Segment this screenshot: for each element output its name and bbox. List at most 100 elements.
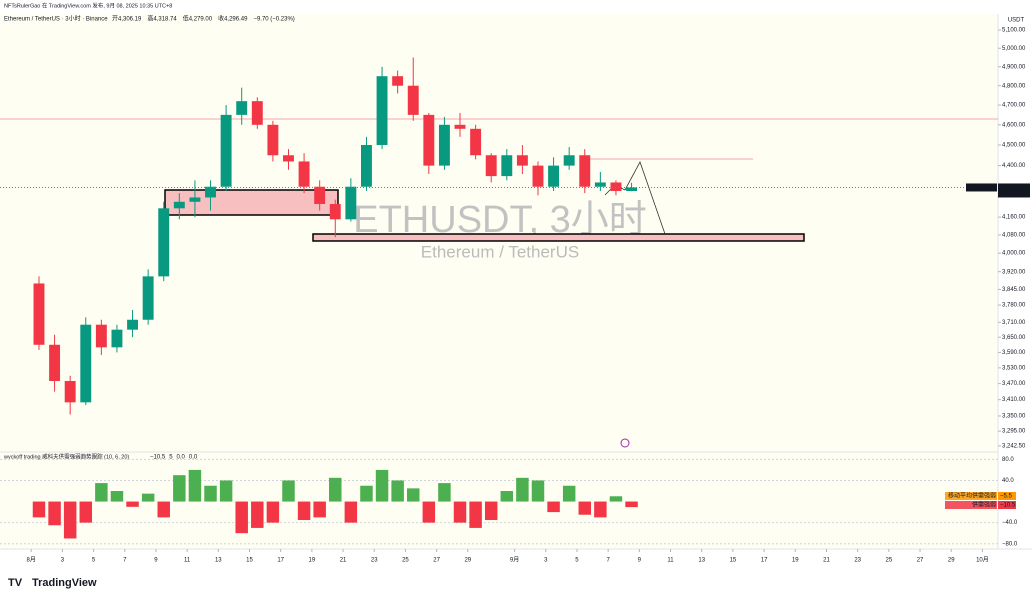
x-tick-label: 7 [123, 558, 127, 564]
x-tick-label: 11 [667, 558, 674, 564]
y-tick-label: 3,650.00 [1002, 335, 1026, 341]
histogram-bar [484, 501, 498, 521]
histogram-bar [141, 493, 155, 502]
y-tick-label: 40.0 [1002, 478, 1014, 484]
histogram-bar [438, 483, 451, 502]
x-tick-label: 9 [638, 558, 642, 564]
candle-body [236, 101, 248, 115]
currency: USDT [1008, 18, 1025, 24]
candle-body [158, 208, 170, 277]
histogram-bar [500, 491, 514, 502]
histogram-bar [469, 501, 482, 528]
histogram-bar [48, 501, 61, 526]
x-tick-label: 17 [277, 558, 284, 564]
y-tick-label: 5,100.00 [1002, 28, 1026, 34]
header: NFTsRulerGao 在 TradingView.com 发布, 9月 08… [4, 1, 172, 9]
candle-body [267, 124, 279, 156]
candle-body [49, 344, 61, 381]
y-tick-label: 4,500.00 [1002, 143, 1026, 149]
candle-body [438, 124, 450, 166]
x-tick-label: 3 [61, 558, 65, 564]
histogram-bar [251, 501, 264, 528]
candle-body [189, 197, 201, 202]
tag-bg [945, 501, 997, 509]
histogram-bar [391, 480, 404, 502]
x-tick-label: 21 [340, 558, 347, 564]
histogram-bar [594, 501, 607, 518]
y-tick-label: 5,000.00 [1002, 46, 1026, 52]
x-tick-label: 3 [544, 558, 548, 564]
x-tick-label: 19 [309, 558, 316, 564]
candle-body [454, 124, 466, 129]
x-tick-label: 27 [433, 558, 440, 564]
y-tick-label: 3,530.00 [1002, 365, 1026, 371]
x-tick-label: 29 [464, 558, 471, 564]
watermark-sub: Ethereum / TetherUS [421, 242, 579, 261]
y-tick-label: 4,800.00 [1002, 83, 1026, 89]
y-tick-label: 4,080.00 [1002, 233, 1026, 239]
y-tick-label: 3,920.00 [1002, 269, 1026, 275]
candle-body [95, 324, 107, 348]
histogram-bar [313, 501, 326, 518]
y-tick-label: 3,350.00 [1002, 414, 1026, 420]
y-tick-label: 3,780.00 [1002, 303, 1026, 309]
candle-body [407, 85, 419, 115]
indicator-value: 5 [169, 455, 173, 461]
y-tick-label: 4,900.00 [1002, 64, 1026, 70]
tag-name: 移动平均供需强弱 [948, 492, 996, 500]
symbol-line: Ethereum / TetherUS · 3小时 · Binance [4, 15, 108, 23]
candle-body [501, 155, 513, 177]
y-tick-label: 4,600.00 [1002, 122, 1026, 128]
x-tick-label: 21 [823, 558, 830, 564]
candle-body [251, 101, 263, 125]
y-tick-label: 4,160.00 [1002, 215, 1026, 221]
histogram-bar [79, 501, 93, 523]
ohlc-label: −9.70 (−0.23%) [253, 17, 294, 23]
x-tick-label: 25 [402, 558, 409, 564]
histogram-bar [625, 501, 638, 508]
x-tick-label: 9月 [510, 557, 519, 564]
ohlc-label: 收4,296.49 [218, 15, 248, 23]
histogram-bar [406, 488, 420, 502]
histogram-bar [266, 501, 280, 523]
histogram-bar [609, 496, 623, 502]
histogram-bar [329, 477, 342, 502]
x-tick-label: 29 [948, 558, 955, 564]
histogram-bar [282, 480, 295, 502]
y-tick-label: 3,295.00 [1002, 429, 1026, 435]
candle-body [329, 203, 341, 220]
y-tick-label: −80.0 [1002, 541, 1018, 547]
candle-body [345, 186, 357, 220]
candle-body [485, 155, 497, 177]
x-tick-label: 8月 [27, 557, 36, 564]
indicator-title: wyckoff trading 威科夫供需强弱趋势跟踪 (10, 6, 20) [3, 452, 129, 460]
candle-body [33, 283, 45, 345]
histogram-bar [360, 485, 373, 502]
candle-body [314, 186, 326, 204]
y-tick-label: 3,845.00 [1002, 287, 1026, 293]
x-tick-label: 23 [371, 558, 378, 564]
candle-body [173, 201, 185, 209]
candle-body [283, 155, 294, 162]
tag-value: −10.5 [1000, 503, 1016, 509]
x-tick-label: 13 [215, 558, 222, 564]
candle-body [626, 187, 638, 192]
candle-body [594, 182, 606, 187]
candle-body [423, 114, 435, 166]
histogram-bar [547, 501, 560, 513]
tag-bg [998, 501, 1016, 509]
plot-background [0, 14, 998, 549]
x-tick-label: 17 [761, 558, 768, 564]
histogram-bar [516, 477, 529, 502]
y-tick-label: 3,710.00 [1002, 320, 1026, 326]
y-tick-label: 80.0 [1002, 457, 1014, 463]
x-tick-label: 10月 [976, 557, 989, 564]
candle-body [470, 128, 482, 156]
histogram-bar [188, 469, 202, 502]
candle-body [220, 114, 232, 187]
x-tick-label: 7 [606, 558, 610, 564]
x-tick-label: 15 [246, 558, 253, 564]
histogram-bar [204, 485, 217, 502]
brand: TradingView [32, 577, 97, 589]
tag-name: 供需强弱 [972, 501, 996, 509]
